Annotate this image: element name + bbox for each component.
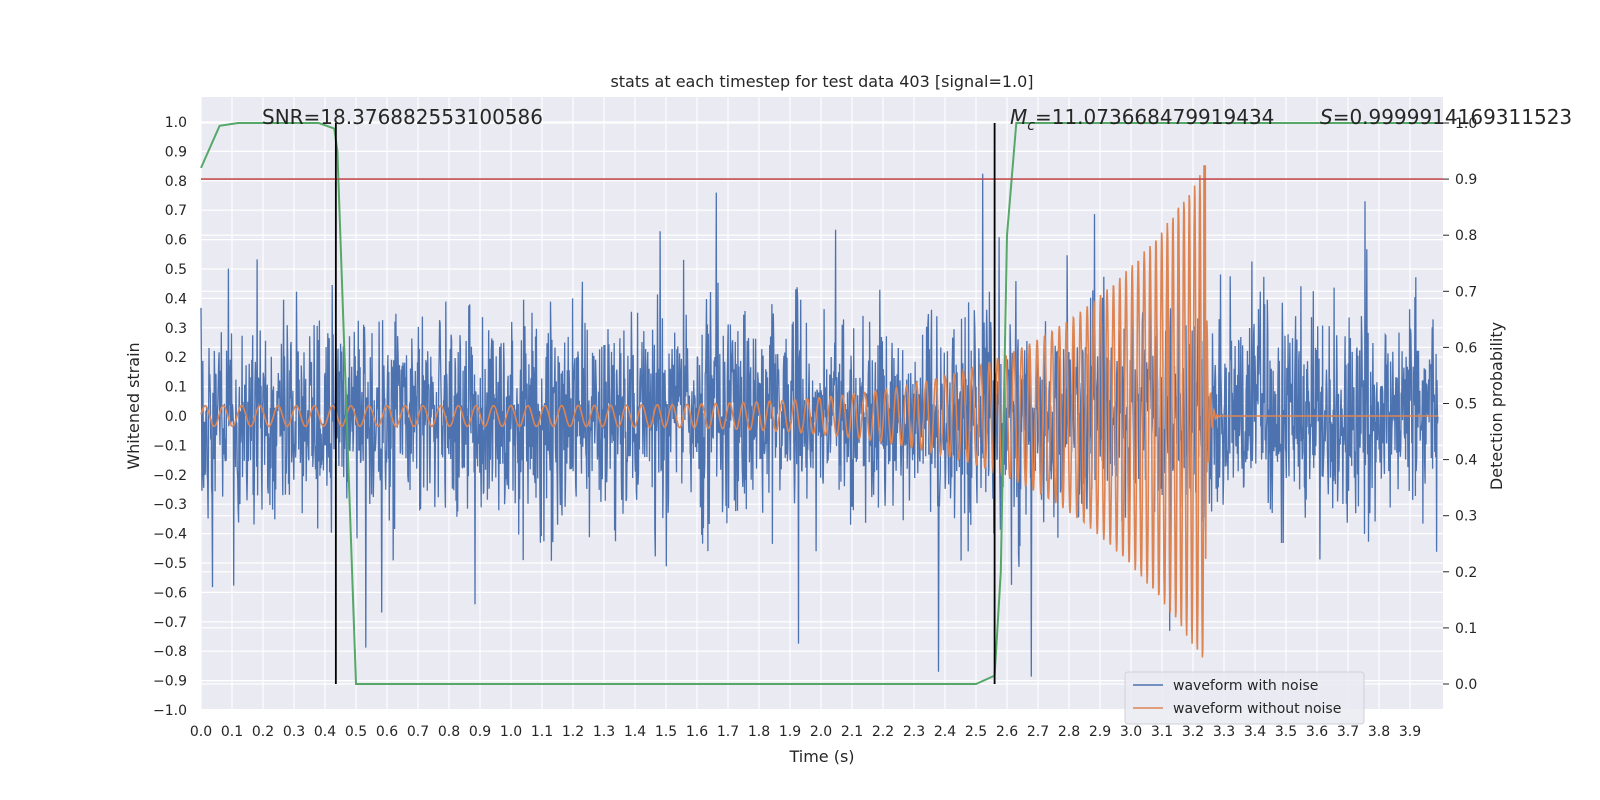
x-tick-label: 1.9 — [779, 724, 801, 740]
x-tick-label: 1.8 — [748, 724, 770, 740]
x-tick-label: 1.6 — [686, 724, 708, 740]
x-tick-label: 2.0 — [810, 724, 832, 740]
chirp-mass-symbol: M — [1010, 105, 1027, 129]
y2-tick-labels: 1.0 0.9 0.8 0.7 0.6 0.5 0.4 0.3 0.2 0.1 0.0 — [1443, 116, 1477, 693]
y-tick-label: 0.3 — [165, 321, 187, 337]
y-tick-label: 0.0 — [165, 409, 187, 425]
x-tick-label: 2.3 — [903, 724, 925, 740]
x-tick-label: 3.6 — [1306, 724, 1328, 740]
x-tick-label: 2.9 — [1089, 724, 1111, 740]
y-tick-label: 0.8 — [165, 174, 187, 190]
chart-title: stats at each timestep for test data 403… — [610, 72, 1033, 91]
y-axis-label: Whitened strain — [124, 342, 143, 469]
chirp-mass-subscript: c — [1027, 118, 1035, 134]
legend-label-clean: waveform without noise — [1173, 701, 1341, 717]
clean-waveform-line — [200, 165, 1438, 658]
x-axis-label: Time (s) — [788, 747, 854, 766]
y2-tick-label: 0.4 — [1455, 453, 1477, 469]
y-tick-label: −0.6 — [153, 585, 187, 601]
x-tick-label: 0.2 — [252, 724, 274, 740]
y2-tick-label: 0.9 — [1455, 172, 1477, 188]
x-tick-label: 3.7 — [1337, 724, 1359, 740]
x-tick-label: 3.3 — [1213, 724, 1235, 740]
x-tick-label: 0.1 — [221, 724, 243, 740]
x-tick-label: 3.9 — [1399, 724, 1421, 740]
y-tick-label: 1.0 — [165, 115, 187, 131]
x-tick-label: 2.6 — [996, 724, 1018, 740]
y-tick-label: 0.4 — [165, 291, 187, 307]
y2-tick-label: 0.6 — [1455, 340, 1477, 356]
x-tick-label: 0.7 — [407, 724, 429, 740]
clean-waveform-series — [200, 165, 1438, 658]
x-tick-label: 1.0 — [500, 724, 522, 740]
y2-axis-label: Detection probability — [1487, 322, 1506, 490]
chirp-mass-value: =11.073668479919434 — [1035, 105, 1274, 129]
y-tick-label: 0.7 — [165, 203, 187, 219]
x-tick-label: 1.1 — [531, 724, 553, 740]
legend-box — [1124, 671, 1365, 725]
x-tick-label: 3.0 — [1120, 724, 1142, 740]
y-tick-label: −0.4 — [153, 527, 187, 543]
x-tick-label: 3.2 — [1182, 724, 1204, 740]
detection-probability-line — [200, 122, 1438, 685]
y-tick-label: 0.6 — [165, 233, 187, 249]
chirp-mass-annotation: Mc=11.073668479919434 — [1010, 105, 1274, 134]
y-tick-label: −0.1 — [153, 438, 187, 454]
y-tick-label: 0.1 — [165, 380, 187, 396]
x-tick-label: 3.5 — [1275, 724, 1297, 740]
x-tick-label: 2.7 — [1027, 724, 1049, 740]
x-tick-label: 0.3 — [283, 724, 305, 740]
x-tick-label: 3.8 — [1368, 724, 1390, 740]
y2-tick-label: 0.0 — [1455, 677, 1477, 693]
x-tick-label: 0.9 — [469, 724, 491, 740]
x-tick-label: 1.2 — [562, 724, 584, 740]
x-tick-label: 2.1 — [841, 724, 863, 740]
y-tick-label: 0.5 — [165, 262, 187, 278]
y2-tick-label: 0.1 — [1455, 621, 1477, 637]
score-symbol: S — [1320, 105, 1333, 129]
snr-annotation: SNR=18.376882553100586 — [262, 105, 543, 129]
y-tick-label: −0.8 — [153, 644, 187, 660]
legend: waveform with noise waveform without noi… — [1124, 671, 1365, 725]
x-tick-label: 0.5 — [345, 724, 367, 740]
detection-probability-series — [200, 122, 1438, 685]
y-tick-label: −0.5 — [153, 556, 187, 572]
y-tick-label: −1.0 — [153, 703, 187, 719]
x-tick-label: 2.4 — [934, 724, 956, 740]
x-tick-label: 1.5 — [655, 724, 677, 740]
y-tick-label: −0.3 — [153, 497, 187, 513]
y2-tick-label: 0.8 — [1455, 228, 1477, 244]
y2-tick-label: 0.7 — [1455, 284, 1477, 300]
y-tick-labels: 1.0 0.9 0.8 0.7 0.6 0.5 0.4 0.3 0.2 0.1 0.0 −0.1 −0.… — [153, 115, 187, 719]
reference-lines — [201, 123, 1443, 684]
y-tick-label: −0.2 — [153, 468, 187, 484]
score-value: =0.9999914169311523 — [1333, 105, 1572, 129]
x-tick-label: 3.4 — [1244, 724, 1266, 740]
x-tick-label: 2.5 — [965, 724, 987, 740]
y2-tick-label: 0.5 — [1455, 397, 1477, 413]
x-tick-label: 1.7 — [717, 724, 739, 740]
x-tick-label: 2.2 — [872, 724, 894, 740]
x-tick-labels: 0.0 0.1 0.2 0.3 0.4 0.5 0.6 0.7 0.8 0.9 1.0 1.1 1.2 1… — [190, 724, 1421, 740]
x-tick-label: 0.6 — [376, 724, 398, 740]
x-tick-label: 1.4 — [624, 724, 646, 740]
y2-tick-label: 0.3 — [1455, 509, 1477, 525]
y-tick-label: 0.9 — [165, 144, 187, 160]
y-tick-label: −0.9 — [153, 674, 187, 690]
x-tick-label: 0.0 — [190, 724, 212, 740]
y-tick-label: 0.2 — [165, 350, 187, 366]
x-tick-label: 0.8 — [438, 724, 460, 740]
x-tick-label: 2.8 — [1058, 724, 1080, 740]
x-tick-label: 1.3 — [593, 724, 615, 740]
y2-tick-label: 1.0 — [1455, 116, 1477, 132]
score-annotation: S=0.9999914169311523 — [1320, 105, 1572, 129]
x-tick-label: 3.1 — [1151, 724, 1173, 740]
legend-label-noisy: waveform with noise — [1173, 678, 1318, 694]
y-tick-label: −0.7 — [153, 615, 187, 631]
y2-tick-label: 0.2 — [1455, 565, 1477, 581]
x-tick-label: 0.4 — [314, 724, 336, 740]
